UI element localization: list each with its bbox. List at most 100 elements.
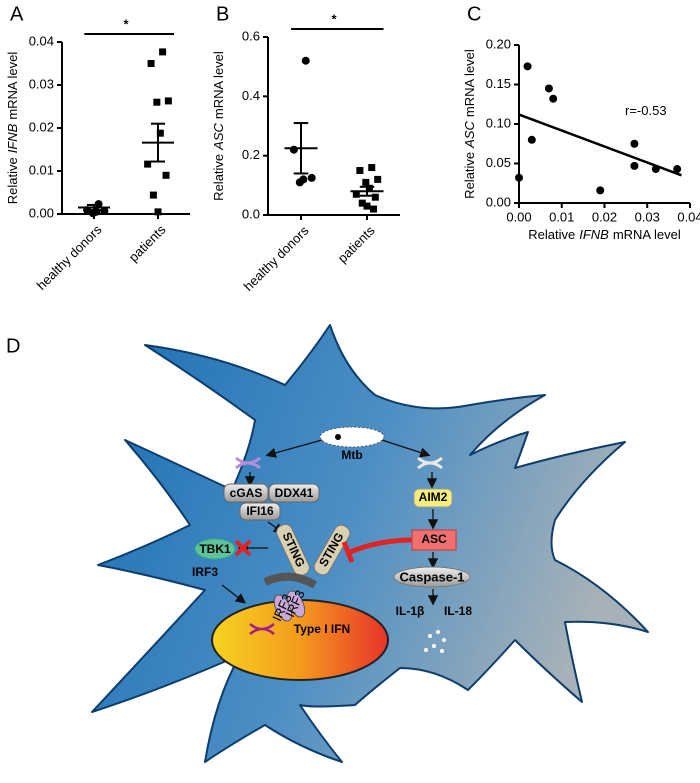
data-point: [596, 186, 605, 195]
data-point: [673, 165, 682, 174]
axis-label: Relative IFNB mRNA level: [528, 227, 681, 242]
node-box: [286, 590, 306, 618]
mtb-dot: [335, 434, 341, 440]
node-label: Mtb: [341, 448, 362, 462]
y-tick-label: 0.0: [242, 206, 260, 221]
data-point: [299, 175, 308, 184]
axis-label-gene: IFNB: [579, 227, 609, 242]
error-bar: [293, 122, 309, 175]
x-tick-label: healthy donors: [34, 222, 105, 293]
axis-label-part: Relative: [211, 154, 226, 201]
arrow: [381, 439, 431, 458]
data-point: [144, 160, 152, 168]
panel-label: C: [467, 3, 481, 25]
node-label: Type I IFN: [294, 622, 350, 636]
axis-label-gene: ASC: [462, 121, 477, 149]
y-tick-label: 0.2: [242, 147, 260, 162]
node-label: cGAS: [230, 486, 263, 500]
data-point: [352, 190, 360, 198]
y-tick-label: 0.4: [242, 88, 260, 103]
inhibition: [349, 537, 413, 555]
arrow: [265, 439, 323, 458]
axis-label: Relative ASC mRNA level: [462, 49, 477, 199]
y-tick-label: 0.15: [486, 76, 511, 91]
inhibition-bar: [341, 541, 355, 563]
y-tick-label: 0.00: [486, 194, 511, 209]
data-point: [301, 56, 310, 65]
data-point: [100, 206, 109, 215]
y-tick-label: 0.10: [486, 115, 511, 130]
data-point: [365, 184, 373, 192]
fit-line: [518, 113, 682, 177]
data-point: [356, 167, 364, 174]
y-tick-label: 0.00: [29, 205, 54, 220]
data-point: [549, 94, 558, 103]
data-point: [527, 135, 536, 144]
axis-label-part: Relative: [528, 227, 575, 242]
node-box: [268, 483, 320, 503]
node-box: [393, 566, 471, 588]
x-tick-label: 0.03: [635, 209, 660, 224]
axis-label-part: mRNA level: [211, 51, 226, 119]
annotation: r=-0.53: [625, 103, 667, 118]
axis-label-gene: IFNB: [5, 123, 20, 153]
error-bar: [150, 122, 166, 163]
node-box: [223, 483, 269, 503]
panel-label: D: [6, 335, 20, 357]
y-tick-label: 0.03: [29, 76, 54, 91]
data-point: [362, 178, 370, 186]
axis-label-part: Relative: [462, 152, 477, 199]
axis-label-gene: ASC: [211, 123, 226, 151]
cytokine-dots: [424, 630, 446, 653]
data-point: [162, 171, 170, 179]
x-tick-label: healthy donors: [241, 223, 312, 294]
dna: [249, 623, 275, 635]
data-point: [515, 173, 523, 182]
data-point: [523, 62, 532, 71]
node-box: [194, 538, 236, 560]
x-tick-label: 0.01: [549, 209, 574, 224]
x-tick-label: 0.00: [506, 209, 531, 224]
data-point: [630, 139, 639, 148]
data-point: [374, 175, 382, 183]
node-box: [313, 524, 351, 576]
node-box: [239, 502, 281, 521]
data-point: [307, 173, 316, 182]
node-label: Caspase-1: [399, 569, 464, 584]
data-point: [630, 161, 639, 170]
data-point: [368, 164, 376, 172]
y-tick-label: 0.02: [29, 119, 54, 134]
node-label: ASC: [421, 532, 447, 546]
node-label: DDX41: [275, 486, 314, 500]
node-label: IL-18: [444, 604, 472, 618]
x-tick-label: 0.02: [592, 209, 617, 224]
node-label: TBK1: [199, 542, 231, 556]
axis-label-part: Relative: [5, 157, 20, 204]
data-point: [358, 199, 366, 207]
y-tick-label: 0.05: [486, 155, 511, 170]
y-tick-label: 0.04: [29, 33, 54, 48]
block-mark: [234, 539, 252, 557]
arrow: [221, 584, 247, 604]
dna: [235, 456, 261, 470]
axis-label: Relative ASC mRNA level: [211, 51, 226, 201]
data-point: [154, 208, 162, 216]
node-label: IFI16: [246, 504, 274, 518]
diagram: D Mtb cGAS DDX41 IFI16 STING STING TBK1 …: [6, 324, 649, 763]
axis-label-part: mRNA level: [613, 227, 681, 242]
axis-label-part: mRNA level: [462, 49, 477, 117]
axis-label: Relative IFNB mRNA level: [5, 52, 20, 205]
significance-label: *: [123, 16, 129, 31]
dna: [417, 456, 443, 470]
x-tick-label: 0.04: [677, 209, 700, 224]
mtb: [319, 426, 385, 448]
data-point: [147, 60, 155, 67]
y-tick-label: 0.01: [29, 162, 54, 177]
data-point: [164, 97, 172, 105]
data-point: [149, 191, 157, 199]
panel-label: A: [10, 3, 24, 25]
data-point: [371, 193, 379, 201]
